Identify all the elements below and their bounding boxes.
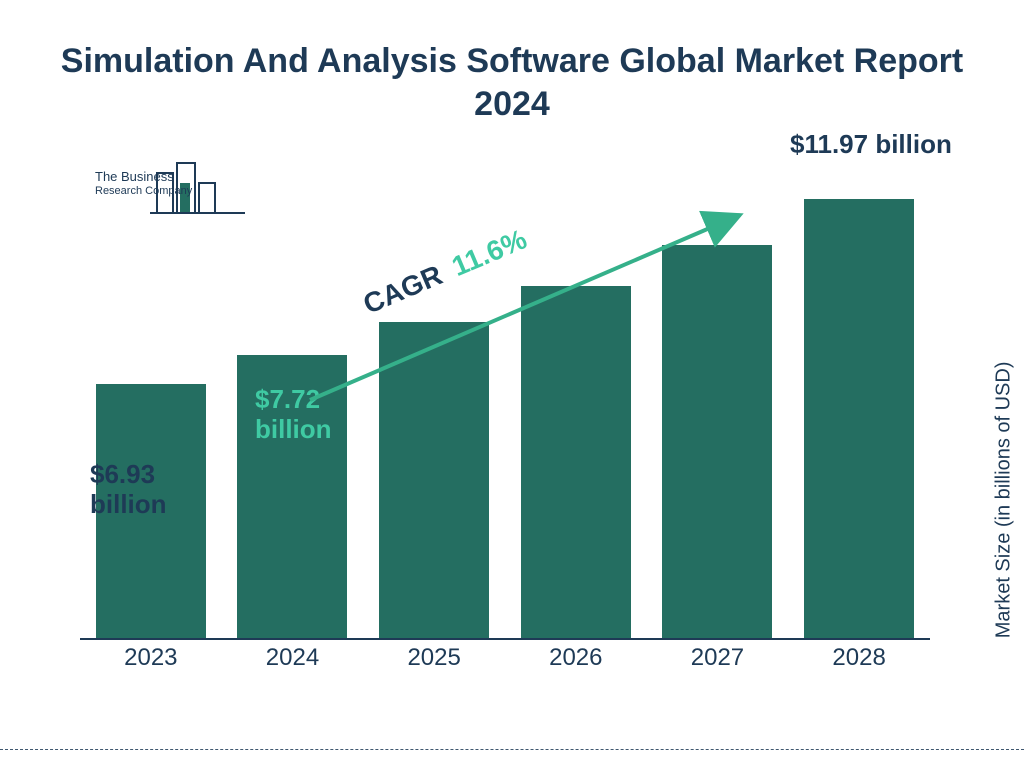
chart-title: Simulation And Analysis Software Global … <box>0 40 1024 125</box>
bar-group <box>657 245 777 638</box>
x-axis-label: 2025 <box>374 644 494 672</box>
bar-group <box>799 199 919 638</box>
bar-group <box>516 286 636 638</box>
value-label-line1: $11.97 billion <box>790 130 952 160</box>
bar <box>804 199 914 638</box>
bar <box>379 322 489 638</box>
bar-group <box>374 322 494 638</box>
bar <box>521 286 631 638</box>
x-axis-label: 2024 <box>232 644 352 672</box>
value-label-2028: $11.97 billion <box>790 130 952 160</box>
footer-divider <box>0 749 1024 750</box>
value-label-2024: $7.72 billion <box>255 385 332 445</box>
bar <box>662 245 772 638</box>
x-axis-label: 2028 <box>799 644 919 672</box>
value-label-line1: $6.93 <box>90 460 167 490</box>
y-axis-label: Market Size (in billions of USD) <box>993 362 1016 639</box>
value-label-2023: $6.93 billion <box>90 460 167 520</box>
value-label-line2: billion <box>90 490 167 520</box>
value-label-line1: $7.72 <box>255 385 332 415</box>
x-axis-label: 2026 <box>516 644 636 672</box>
x-axis-label: 2023 <box>91 644 211 672</box>
x-axis-label: 2027 <box>657 644 777 672</box>
x-axis-line <box>80 638 930 640</box>
value-label-line2: billion <box>255 415 332 445</box>
